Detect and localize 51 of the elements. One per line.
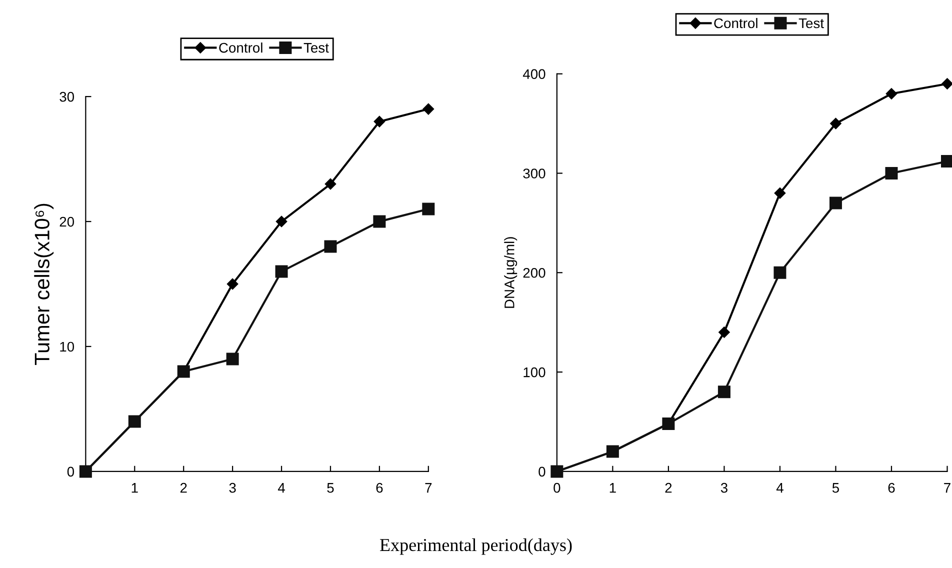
y-tick-label: 20 xyxy=(60,216,74,227)
point xyxy=(422,103,434,115)
x-tick-label: 7 xyxy=(425,483,432,493)
legend-label: Control xyxy=(714,18,758,28)
legend-label: Test xyxy=(798,18,824,28)
x-tick-label: 5 xyxy=(327,483,334,493)
point xyxy=(886,88,898,100)
point xyxy=(373,215,386,228)
x-tick-label: 4 xyxy=(278,483,285,493)
y-tick-label: 0 xyxy=(538,466,546,477)
x-tick-label: 6 xyxy=(376,482,383,493)
point xyxy=(829,196,842,210)
point xyxy=(226,278,238,290)
point xyxy=(324,178,336,190)
point xyxy=(885,166,898,180)
point xyxy=(324,240,337,253)
x-tick-label: 7 xyxy=(944,483,950,493)
point xyxy=(374,116,386,128)
y-tick-label: 200 xyxy=(523,268,546,278)
x-tick-label: 2 xyxy=(180,482,187,493)
point xyxy=(774,266,786,279)
y-tick-label: 30 xyxy=(60,92,74,102)
y-axis-title: DNA(µg/ml) xyxy=(504,237,518,308)
x-tick-label: 5 xyxy=(832,483,839,493)
y-tick-label: 400 xyxy=(522,69,546,80)
x-tick-label: 1 xyxy=(132,483,138,493)
x-tick-label: 4 xyxy=(776,483,784,493)
x-tick-label: 6 xyxy=(888,482,895,493)
legend-label: Test xyxy=(304,43,329,53)
x-axis-title: Experimental period(days) xyxy=(380,538,572,555)
y-tick-label: 0 xyxy=(67,466,74,477)
point xyxy=(718,386,730,398)
y-tick-label: 100 xyxy=(524,367,546,378)
y-tick-label: 300 xyxy=(523,168,546,178)
x-tick-label: 2 xyxy=(665,482,672,493)
point xyxy=(942,78,952,90)
point xyxy=(276,216,288,228)
point xyxy=(718,326,730,338)
x-tick-label: 3 xyxy=(229,482,236,493)
x-tick-label: 3 xyxy=(720,482,728,493)
x-tick-label: 0 xyxy=(554,482,560,493)
x-tick-label: 1 xyxy=(610,483,616,493)
point xyxy=(774,188,786,199)
point xyxy=(830,118,842,130)
y-tick-label: 10 xyxy=(60,342,74,352)
point xyxy=(940,155,952,168)
point xyxy=(422,202,435,216)
legend-label: Control xyxy=(219,42,262,53)
point xyxy=(226,352,239,366)
y-axis-title: Tumer cells(x10⁶) xyxy=(34,204,54,365)
point xyxy=(275,265,288,278)
